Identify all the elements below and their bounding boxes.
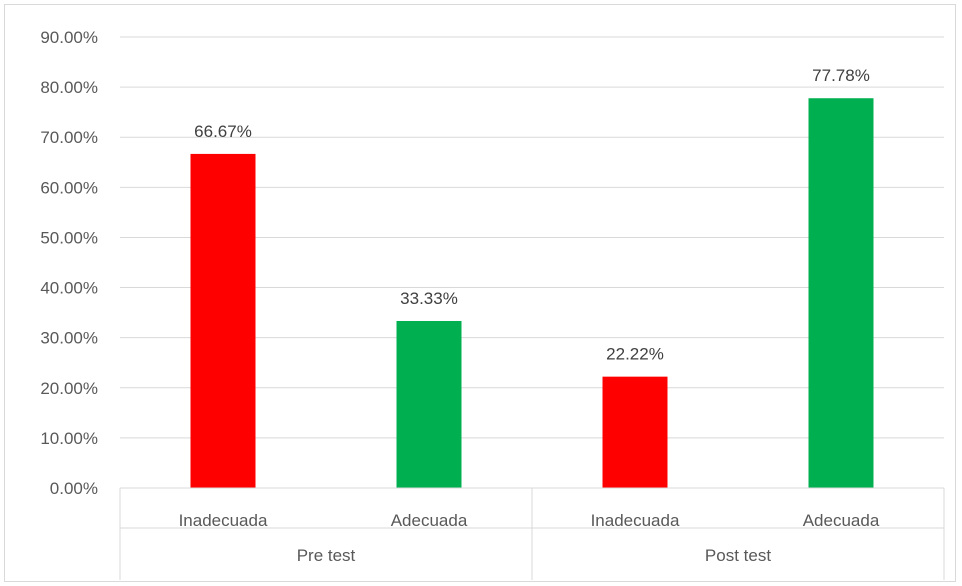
y-tick-label: 40.00%: [40, 279, 98, 298]
group-label: Post test: [705, 546, 771, 565]
y-tick-label: 80.00%: [40, 78, 98, 97]
y-tick-label: 0.00%: [50, 479, 98, 498]
bar: [396, 320, 462, 488]
bar: [190, 153, 256, 488]
category-label: Inadecuada: [179, 511, 268, 530]
category-label: Adecuada: [803, 511, 880, 530]
y-tick-label: 20.00%: [40, 379, 98, 398]
bars: 66.67% 33.33% 22.22% 77.78%: [190, 66, 874, 488]
data-label: 77.78%: [812, 66, 870, 85]
bar: [602, 376, 668, 488]
gridlines: [120, 36, 944, 439]
group-label: Pre test: [297, 546, 356, 565]
y-tick-label: 90.00%: [40, 28, 98, 47]
y-tick-label: 70.00%: [40, 128, 98, 147]
y-tick-label: 60.00%: [40, 178, 98, 197]
y-tick-label: 30.00%: [40, 329, 98, 348]
data-label: 33.33%: [400, 289, 458, 308]
category-label: Adecuada: [391, 511, 468, 530]
data-label: 66.67%: [194, 122, 252, 141]
data-label: 22.22%: [606, 345, 664, 364]
category-label: Inadecuada: [591, 511, 680, 530]
y-tick-label: 10.00%: [40, 429, 98, 448]
y-tick-label: 50.00%: [40, 228, 98, 247]
bar: [808, 98, 874, 488]
chart-container: [4, 4, 956, 582]
y-axis-tick-labels: 0.00% 10.00% 20.00% 30.00% 40.00% 50.00% 60.00…: [40, 28, 98, 498]
x-axis: Inadecuada Adecuada Inadecuada Adecuada Pre …: [119, 487, 945, 580]
